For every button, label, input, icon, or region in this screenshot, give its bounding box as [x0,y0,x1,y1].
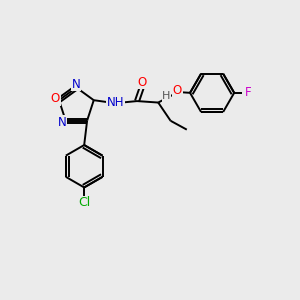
Text: Cl: Cl [78,196,90,209]
Text: N: N [58,116,67,129]
Text: O: O [51,92,60,105]
Text: N: N [72,77,81,91]
Text: NH: NH [107,96,124,109]
Text: H: H [162,91,171,101]
Text: O: O [173,84,182,97]
Text: F: F [245,86,252,99]
Text: O: O [138,76,147,89]
